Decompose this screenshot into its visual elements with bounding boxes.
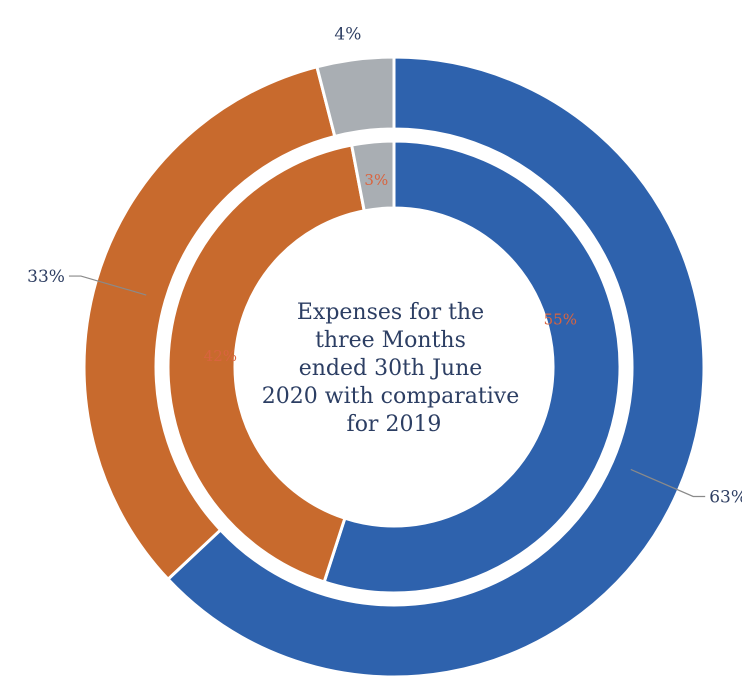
outer-ring-leader-2 [68,275,147,296]
inner-ring-segment-3 [349,139,396,213]
inner-ring-segment-1 [322,139,622,595]
chart-title-line-1: Expenses for the [297,300,484,325]
chart-title: Expenses for the three Months ended 30th… [262,300,526,437]
inner-ring-segment-2 [166,143,366,584]
inner-ring-label-2: 42% [204,347,237,365]
chart-segments [82,55,706,679]
outer-ring-segment-3 [315,55,396,139]
chart-title-line-2: three Months [315,328,466,353]
chart-title-line-4: 2020 with comparative [262,384,519,409]
chart-title-line-3: ended 30th June [299,356,483,381]
inner-ring-label-3: 3% [364,171,388,189]
outer-ring-label-2: 33% [27,267,65,287]
inner-ring-label-1: 55% [544,310,577,328]
chart-title-line-5: for 2019 [347,412,442,437]
outer-ring-segment-2 [82,64,337,582]
outer-ring-leader-1 [630,468,706,498]
outer-ring-segment-1 [165,55,706,679]
outer-ring-label-3: 4% [334,25,361,45]
outer-ring-label-1: 63% [709,487,742,507]
chart-labels: 63% 33% 4% 55% 42% 3% [27,25,742,508]
